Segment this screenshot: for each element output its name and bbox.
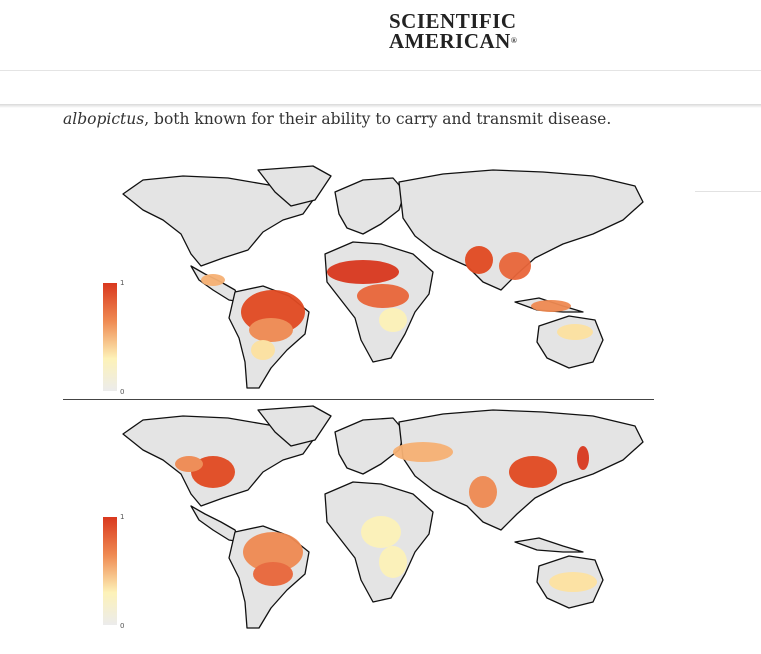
legend-max-top: 1	[120, 279, 125, 287]
mosquito-distribution-figure: 1 0 1 0	[63, 162, 654, 634]
heat-regions-top	[201, 246, 593, 360]
article-paragraph: albopictus, both known for their ability…	[63, 110, 703, 128]
legend-gradient-top	[103, 283, 117, 391]
site-header: SCIENTIFIC AMERICAN®	[0, 0, 761, 71]
greenland	[257, 165, 332, 207]
legend-min-top: 0	[120, 388, 125, 396]
heat-regions-bottom	[175, 442, 597, 592]
paragraph-text: , both known for their ability to carry …	[144, 110, 612, 128]
sidebar-rule	[695, 191, 761, 192]
site-logo[interactable]: SCIENTIFIC AMERICAN®	[389, 9, 539, 53]
header-spacer	[0, 71, 761, 107]
registered-mark: ®	[510, 36, 518, 45]
legend-max-bottom: 1	[120, 513, 125, 521]
world-map-top	[122, 165, 644, 389]
indonesia	[514, 537, 584, 553]
north-america	[122, 175, 314, 267]
figure-divider	[63, 399, 654, 400]
legend-gradient-bottom	[103, 517, 117, 625]
europe	[334, 177, 406, 235]
species-name: albopictus	[63, 110, 145, 128]
asia	[398, 169, 644, 291]
europe	[334, 417, 406, 475]
logo-line-1: SCIENTIFIC	[389, 9, 517, 33]
australia	[536, 315, 604, 369]
logo-line-2: AMERICAN	[389, 29, 511, 53]
legend-min-bottom: 0	[120, 622, 125, 630]
world-map-bottom	[122, 405, 644, 629]
greenland	[257, 405, 332, 447]
header-shadow	[0, 104, 761, 108]
